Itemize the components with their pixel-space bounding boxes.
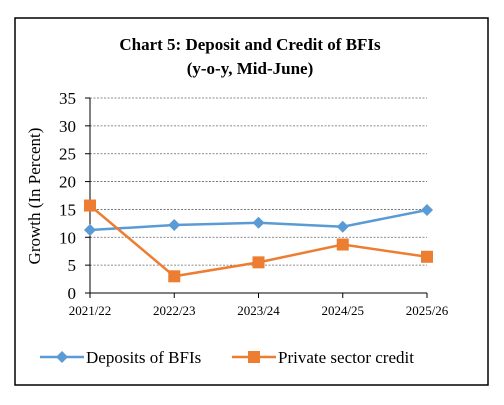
x-tick-label: 2021/22 (69, 303, 112, 318)
legend-marker (56, 351, 68, 363)
legend-label: Private sector credit (278, 348, 414, 367)
chart-subtitle: (y-o-y, Mid-June) (187, 59, 314, 78)
data-point (84, 199, 96, 212)
x-tick-label: 2025/26 (406, 303, 449, 318)
y-tick-label: 30 (59, 117, 76, 136)
data-point (168, 219, 181, 232)
y-axis-label: Growth (In Percent) (25, 128, 44, 265)
data-point (336, 238, 349, 251)
x-tick-label: 2024/25 (321, 303, 364, 318)
chart-title: Chart 5: Deposit and Credit of BFIs (119, 35, 381, 54)
data-point (168, 270, 181, 283)
y-tick-label: 25 (59, 145, 76, 164)
y-tick-label: 20 (59, 173, 76, 192)
y-tick-label: 0 (68, 284, 77, 303)
data-point (252, 256, 265, 269)
x-tick-label: 2022/23 (153, 303, 196, 318)
y-tick-label: 15 (59, 200, 76, 219)
data-point (421, 250, 433, 263)
data-point (336, 220, 349, 233)
legend-marker (248, 351, 260, 363)
x-tick-label: 2023/24 (237, 303, 280, 318)
data-point (84, 224, 96, 237)
data-point (421, 203, 433, 216)
data-point (252, 216, 265, 229)
legend-label: Deposits of BFIs (86, 348, 201, 367)
y-tick-label: 35 (59, 89, 76, 108)
y-tick-label: 5 (68, 256, 77, 275)
y-tick-label: 10 (59, 228, 76, 247)
